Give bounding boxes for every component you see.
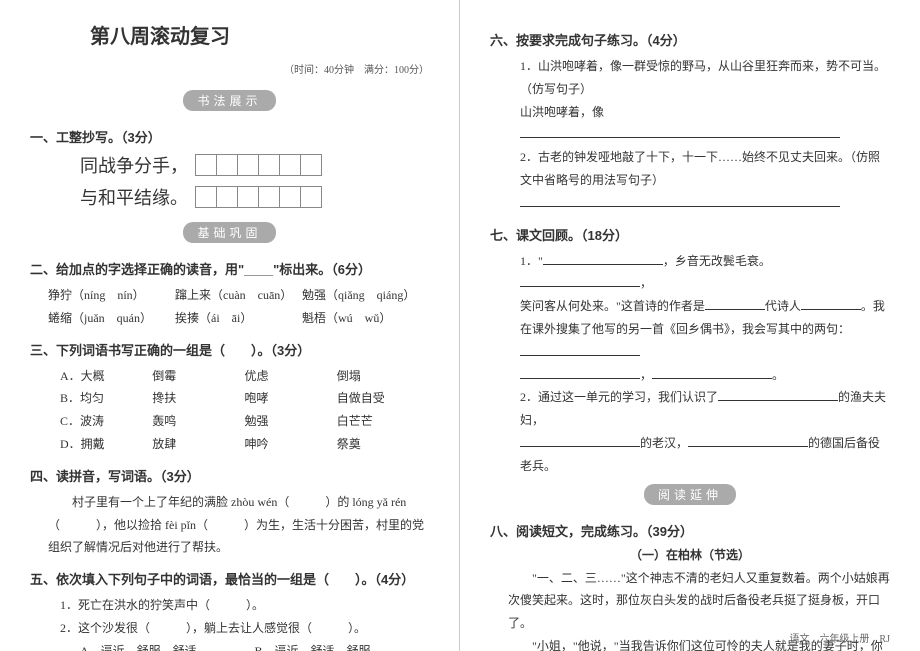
q1-row1: 同战争分手， [80, 152, 429, 178]
q6-s2: 2．古老的钟发哑地敲了十下，十一下……始终不见丈夫回来。（仿照文中省略号的用法写… [520, 146, 890, 192]
q2-row2: 蜷缩（juǎn quán） 挨揍（ái āi） 魁梧（wú wǔ） [48, 307, 429, 330]
q7-1: 1．"，乡音无改鬓毛衰。， 笑问客从何处来。"这首诗的作者是代诗人。我在课外搜集… [520, 250, 890, 387]
q7-head: 七、课文回顾。（18分） [490, 225, 890, 244]
label-reading: 阅读延伸 [644, 484, 736, 505]
q1-line2: 与和平结缘。 [80, 184, 188, 210]
label-basics: 基础巩固 [183, 222, 275, 243]
q6-s1-line: 山洪咆哮着，像 [520, 101, 890, 147]
q4-text: 村子里有一个上了年纪的满脸 zhòu wén（ ）的 lóng yǎ rén（ … [48, 491, 429, 559]
q3-c: C．波涛轰鸣勉强白芒芒 [60, 410, 429, 433]
q2-head: 二、给加点的字选择正确的读音，用"____"标出来。（6分） [30, 259, 429, 278]
q5-head: 五、依次填入下列句子中的词语，最恰当的一组是（ ）。（4分） [30, 569, 429, 588]
q5-s1: 1．死亡在洪水的狞笑声中（ ）。 [60, 594, 429, 617]
title: 第八周滚动复习 [30, 20, 429, 49]
q7-2: 2．通过这一单元的学习，我们认识了的渔夫夫妇， 的老汉，的德国后备役老兵。 [520, 386, 890, 477]
q3-d: D．拥戴放肆呻吟祭奠 [60, 433, 429, 456]
q6-s1: 1．山洪咆哮着，像一群受惊的野马，从山谷里狂奔而来，势不可当。（仿写句子） [520, 55, 890, 101]
q1-line1: 同战争分手， [80, 152, 188, 178]
q4-head: 四、读拼音，写词语。（3分） [30, 466, 429, 485]
footer: 语文 六年级上册 RJ [789, 630, 890, 645]
q8-subtitle: （一）在柏林（节选） [490, 546, 890, 563]
q5-s2: 2．这个沙发很（ ），躺上去让人感觉很（ ）。 [60, 617, 429, 640]
q5-opts1: A．逼近 舒服 舒适B．逼近 舒适 舒服 [80, 640, 429, 651]
q6-s2-blank [520, 192, 890, 215]
q1-row2: 与和平结缘。 [80, 184, 429, 210]
timing: （时间：40分钟 满分：100分） [30, 61, 429, 76]
q3-a: A．大概倒霉优虑倒塌 [60, 365, 429, 388]
copy-grid-2 [196, 186, 322, 208]
q1-head: 一、工整抄写。（3分） [30, 127, 429, 146]
q3-b: B．均匀搀扶咆哮自做自受 [60, 387, 429, 410]
copy-grid-1 [196, 154, 322, 176]
right-page: 六、按要求完成句子练习。（4分） 1．山洪咆哮着，像一群受惊的野马，从山谷里狂奔… [460, 0, 920, 651]
label-calligraphy: 书法展示 [183, 90, 275, 111]
q2-row1: 狰狞（níng nín） 蹿上来（cuàn cuān） 勉强（qiǎng qiá… [48, 284, 429, 307]
left-page: 第八周滚动复习 （时间：40分钟 满分：100分） 书法展示 一、工整抄写。（3… [0, 0, 460, 651]
q8-head: 八、阅读短文，完成练习。（39分） [490, 521, 890, 540]
q3-head: 三、下列词语书写正确的一组是（ ）。（3分） [30, 340, 429, 359]
q6-head: 六、按要求完成句子练习。（4分） [490, 30, 890, 49]
